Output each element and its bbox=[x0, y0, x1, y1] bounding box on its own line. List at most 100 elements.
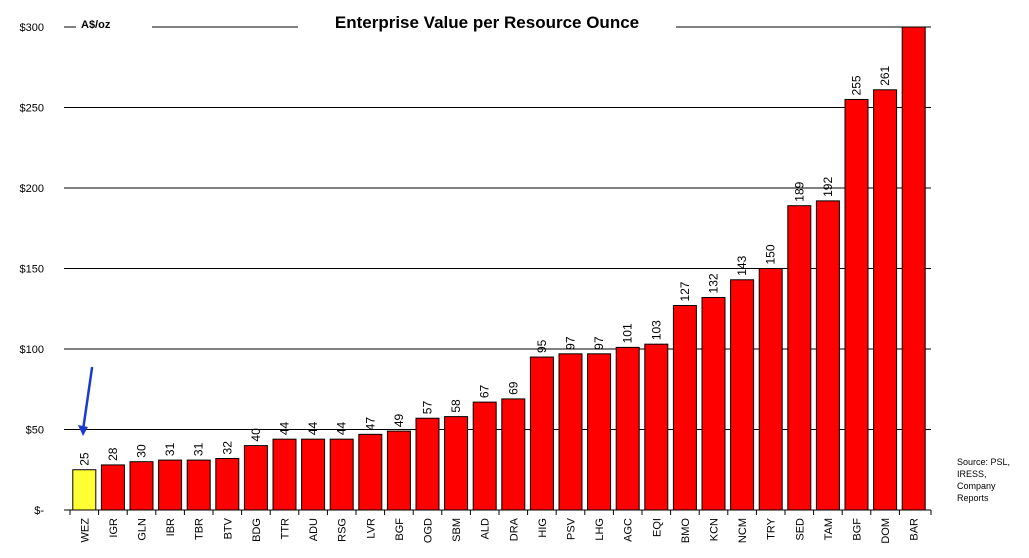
y-tick-label: $200 bbox=[20, 183, 44, 195]
x-tick-label: PSV bbox=[566, 517, 578, 540]
x-tick-label: WEZ bbox=[79, 518, 91, 543]
y-tick-label: $- bbox=[34, 505, 44, 517]
bar-agc bbox=[615, 346, 640, 511]
data-label: 255 bbox=[850, 75, 864, 95]
data-label: 44 bbox=[306, 421, 320, 435]
source-line: Company bbox=[957, 481, 996, 491]
x-tick-label: DOM bbox=[880, 518, 892, 544]
data-label: 31 bbox=[163, 442, 177, 456]
data-label: 49 bbox=[392, 413, 406, 427]
data-label: 32 bbox=[220, 441, 234, 455]
data-label: 97 bbox=[564, 336, 578, 350]
bar-tam bbox=[815, 200, 840, 511]
ylabel-background bbox=[76, 16, 152, 32]
data-label: 101 bbox=[621, 323, 635, 343]
bar-gln bbox=[129, 461, 154, 511]
bar-adu bbox=[301, 438, 326, 511]
x-tick-label: TBR bbox=[194, 518, 206, 540]
bar-lvr bbox=[358, 433, 383, 511]
x-tick-label: BDG bbox=[251, 518, 263, 542]
data-label: 150 bbox=[764, 244, 778, 264]
x-tick-label: RSG bbox=[337, 518, 349, 542]
bar-sbm bbox=[444, 416, 469, 511]
data-label: 28 bbox=[106, 447, 120, 461]
y-tick-label: $150 bbox=[20, 264, 44, 276]
data-label: 97 bbox=[592, 336, 606, 350]
x-tick-label: BAR bbox=[909, 518, 921, 541]
x-tick-label: IGR bbox=[108, 518, 120, 538]
y-tick-label: $250 bbox=[20, 103, 44, 115]
data-label: 192 bbox=[821, 177, 835, 197]
x-tick-label: AGC bbox=[623, 518, 635, 542]
bar-kcn bbox=[701, 296, 726, 511]
data-label: 31 bbox=[192, 442, 206, 456]
bar-rsg bbox=[329, 438, 354, 511]
data-label: 103 bbox=[649, 320, 663, 340]
bar-ald bbox=[472, 401, 497, 511]
bar-hig bbox=[529, 356, 554, 511]
source-line: Source: PSL, bbox=[957, 457, 1011, 467]
x-tick-label: SED bbox=[794, 518, 806, 541]
x-tick-label: DRA bbox=[508, 517, 520, 541]
data-label: 47 bbox=[363, 417, 377, 431]
bar-ogd bbox=[415, 417, 440, 511]
x-tick-label: BGF bbox=[394, 518, 406, 541]
data-label: 30 bbox=[135, 444, 149, 458]
source-line: Reports bbox=[957, 493, 989, 503]
bar-ttr bbox=[272, 438, 297, 511]
data-label: 261 bbox=[878, 65, 892, 85]
bar-lhg bbox=[587, 353, 612, 511]
y-tick-label: $300 bbox=[20, 22, 44, 34]
x-tick-label: GLN bbox=[137, 518, 149, 541]
y-tick-label: $50 bbox=[26, 425, 44, 437]
x-tick-label: SBM bbox=[451, 518, 463, 542]
x-tick-label: TRY bbox=[766, 517, 778, 539]
bars bbox=[72, 26, 926, 511]
bar-eqi bbox=[644, 343, 669, 511]
data-label: 132 bbox=[707, 273, 721, 293]
x-tick-label: BMO bbox=[680, 518, 692, 544]
x-tick-label: NCM bbox=[737, 518, 749, 543]
x-tick-labels: WEZ IGR GLN IBR TBR BTV BDG TTR ADU RSG LVR BGF OGD S… bbox=[79, 517, 920, 543]
data-label: 69 bbox=[506, 381, 520, 395]
source-line: IRESS, bbox=[957, 469, 987, 479]
bar-tbr bbox=[186, 459, 211, 511]
data-label: 44 bbox=[335, 421, 349, 435]
bar-bgf bbox=[844, 98, 869, 511]
chart-title: Enterprise Value per Resource Ounce bbox=[335, 13, 639, 32]
y-tick-labels: $300 $250 $200 $150 $100 $50 $- bbox=[20, 22, 45, 517]
x-tick-label: KCN bbox=[709, 518, 721, 541]
bar-btv bbox=[215, 457, 240, 511]
bar-dra bbox=[501, 398, 526, 511]
x-tick-label: IBR bbox=[165, 518, 177, 536]
data-label: 95 bbox=[535, 339, 549, 353]
bar-psv bbox=[558, 353, 583, 511]
bar-ibr bbox=[158, 459, 183, 511]
data-label: 40 bbox=[249, 428, 263, 442]
x-tick-label: HIG bbox=[537, 518, 549, 538]
data-label: 67 bbox=[478, 384, 492, 398]
bar-wez bbox=[72, 469, 97, 511]
bar-try bbox=[758, 268, 783, 511]
data-labels: 25 28 30 31 31 32 40 44 44 44 47 49 57 58 67 69 95 97 97 10… bbox=[77, 65, 892, 465]
x-tick-label: TTR bbox=[280, 518, 292, 539]
data-label: 44 bbox=[278, 421, 292, 435]
data-label: 189 bbox=[792, 181, 806, 201]
data-label: 143 bbox=[735, 255, 749, 275]
data-label: 127 bbox=[678, 281, 692, 301]
y-axis-unit-label: A$/oz bbox=[81, 19, 111, 31]
bar-bgf bbox=[386, 430, 411, 511]
bar-bar bbox=[901, 26, 926, 511]
x-tick-label: ALD bbox=[480, 518, 492, 539]
data-label: 25 bbox=[77, 452, 91, 466]
x-tick-label: BGF bbox=[852, 518, 864, 541]
x-tick-label: LVR bbox=[365, 518, 377, 539]
bar-ncm bbox=[730, 279, 755, 511]
title-background bbox=[298, 10, 676, 32]
bar-sed bbox=[787, 205, 812, 511]
x-tick-label: OGD bbox=[423, 518, 435, 543]
highlight-arrow bbox=[78, 366, 94, 436]
x-tick-label: ADU bbox=[308, 518, 320, 541]
source-note: Source: PSL, IRESS, Company Reports bbox=[957, 456, 1027, 504]
